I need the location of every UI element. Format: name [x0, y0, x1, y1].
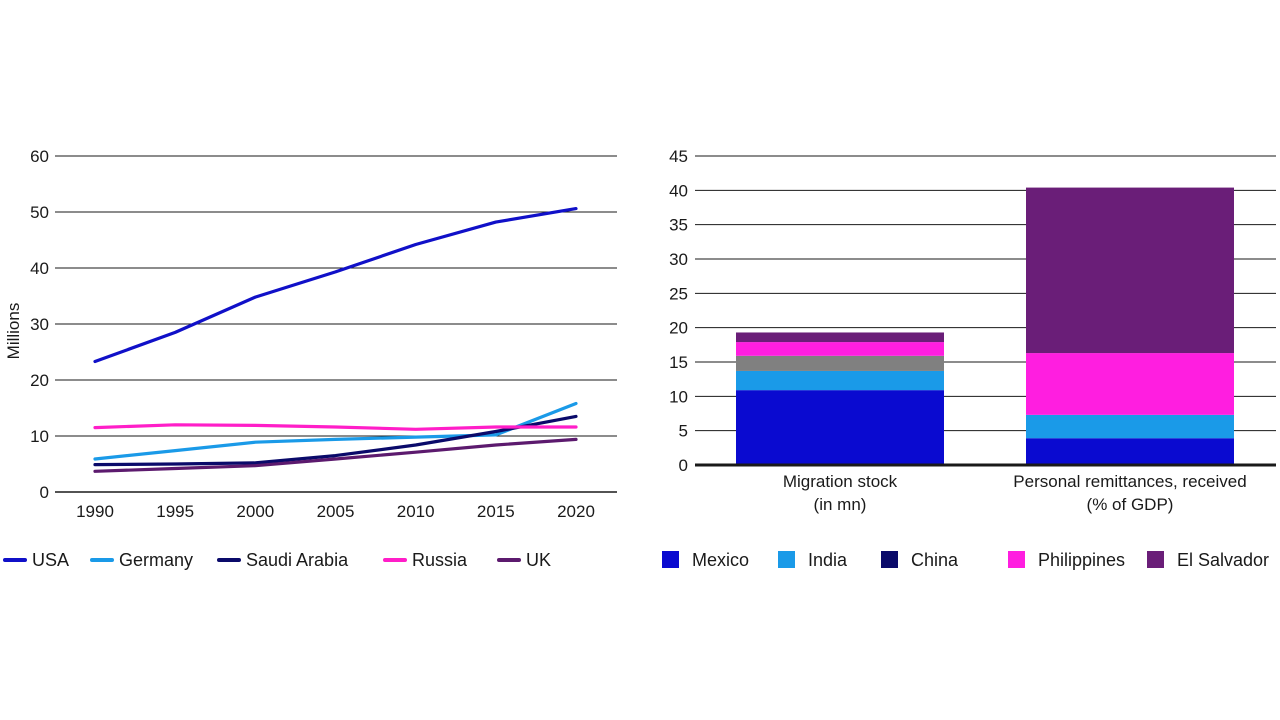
legend-swatch [778, 551, 795, 568]
y-tick-label: 10 [30, 427, 49, 446]
legend-swatch [1147, 551, 1164, 568]
x-category-label: (in mn) [814, 495, 867, 514]
series-line-uk [93, 437, 578, 473]
y-tick-label: 60 [30, 147, 49, 166]
bar-segment [736, 332, 944, 343]
legend-label: UK [526, 550, 551, 570]
bar-segment [736, 355, 944, 371]
bar-segment [736, 342, 944, 356]
x-category-label: Migration stock [783, 472, 898, 491]
legend-label: USA [32, 550, 69, 570]
legend-label: El Salvador [1177, 550, 1269, 570]
y-tick-label: 0 [679, 456, 688, 475]
legend-label: India [808, 550, 848, 570]
y-tick-label: 30 [30, 315, 49, 334]
y-tick-label: 25 [669, 284, 688, 303]
y-tick-label: 10 [669, 387, 688, 406]
x-category-label: Personal remittances, received [1013, 472, 1246, 491]
y-tick-label: 50 [30, 203, 49, 222]
x-tick-label: 2020 [557, 502, 595, 521]
legend-swatch [881, 551, 898, 568]
series-line-usa [93, 207, 578, 364]
series-line-saudi-arabia [93, 414, 578, 467]
x-tick-label: 2005 [317, 502, 355, 521]
y-tick-label: 40 [30, 259, 49, 278]
legend-label: Mexico [692, 550, 749, 570]
bar-segment [1026, 353, 1234, 415]
y-axis-title: Millions [4, 303, 23, 360]
legend-label: Germany [119, 550, 193, 570]
series-line-russia [93, 423, 578, 431]
legend-label: Saudi Arabia [246, 550, 349, 570]
y-tick-label: 20 [669, 319, 688, 338]
bar-segment [1026, 187, 1234, 354]
y-tick-label: 0 [40, 483, 49, 502]
bar-segment [736, 370, 944, 391]
line-chart: 0 10 20 30 40 50 60 Millions 1990 1995 2000 2005 201… [3, 147, 617, 570]
legend-label: Russia [412, 550, 468, 570]
x-tick-label: 1990 [76, 502, 114, 521]
x-tick-label: 1995 [156, 502, 194, 521]
y-tick-label: 5 [679, 422, 688, 441]
legend-label: Philippines [1038, 550, 1125, 570]
y-tick-label: 40 [669, 181, 688, 200]
legend-label: China [911, 550, 959, 570]
y-tick-label: 30 [669, 250, 688, 269]
x-tick-label: 2010 [397, 502, 435, 521]
series-line-germany [93, 401, 578, 461]
y-tick-label: 45 [669, 147, 688, 166]
x-tick-label: 2015 [477, 502, 515, 521]
bar-segment [1026, 438, 1234, 465]
legend-swatch [1008, 551, 1025, 568]
bar-segment [736, 390, 944, 465]
y-tick-label: 15 [669, 353, 688, 372]
x-tick-label: 2000 [236, 502, 274, 521]
x-category-label: (% of GDP) [1087, 495, 1174, 514]
bar-segment [1026, 414, 1234, 439]
legend-swatch [662, 551, 679, 568]
y-tick-label: 20 [30, 371, 49, 390]
bar-chart: 0 5 10 15 20 25 30 35 40 45 Migration stock (in mn)… [662, 147, 1276, 570]
y-tick-label: 35 [669, 216, 688, 235]
